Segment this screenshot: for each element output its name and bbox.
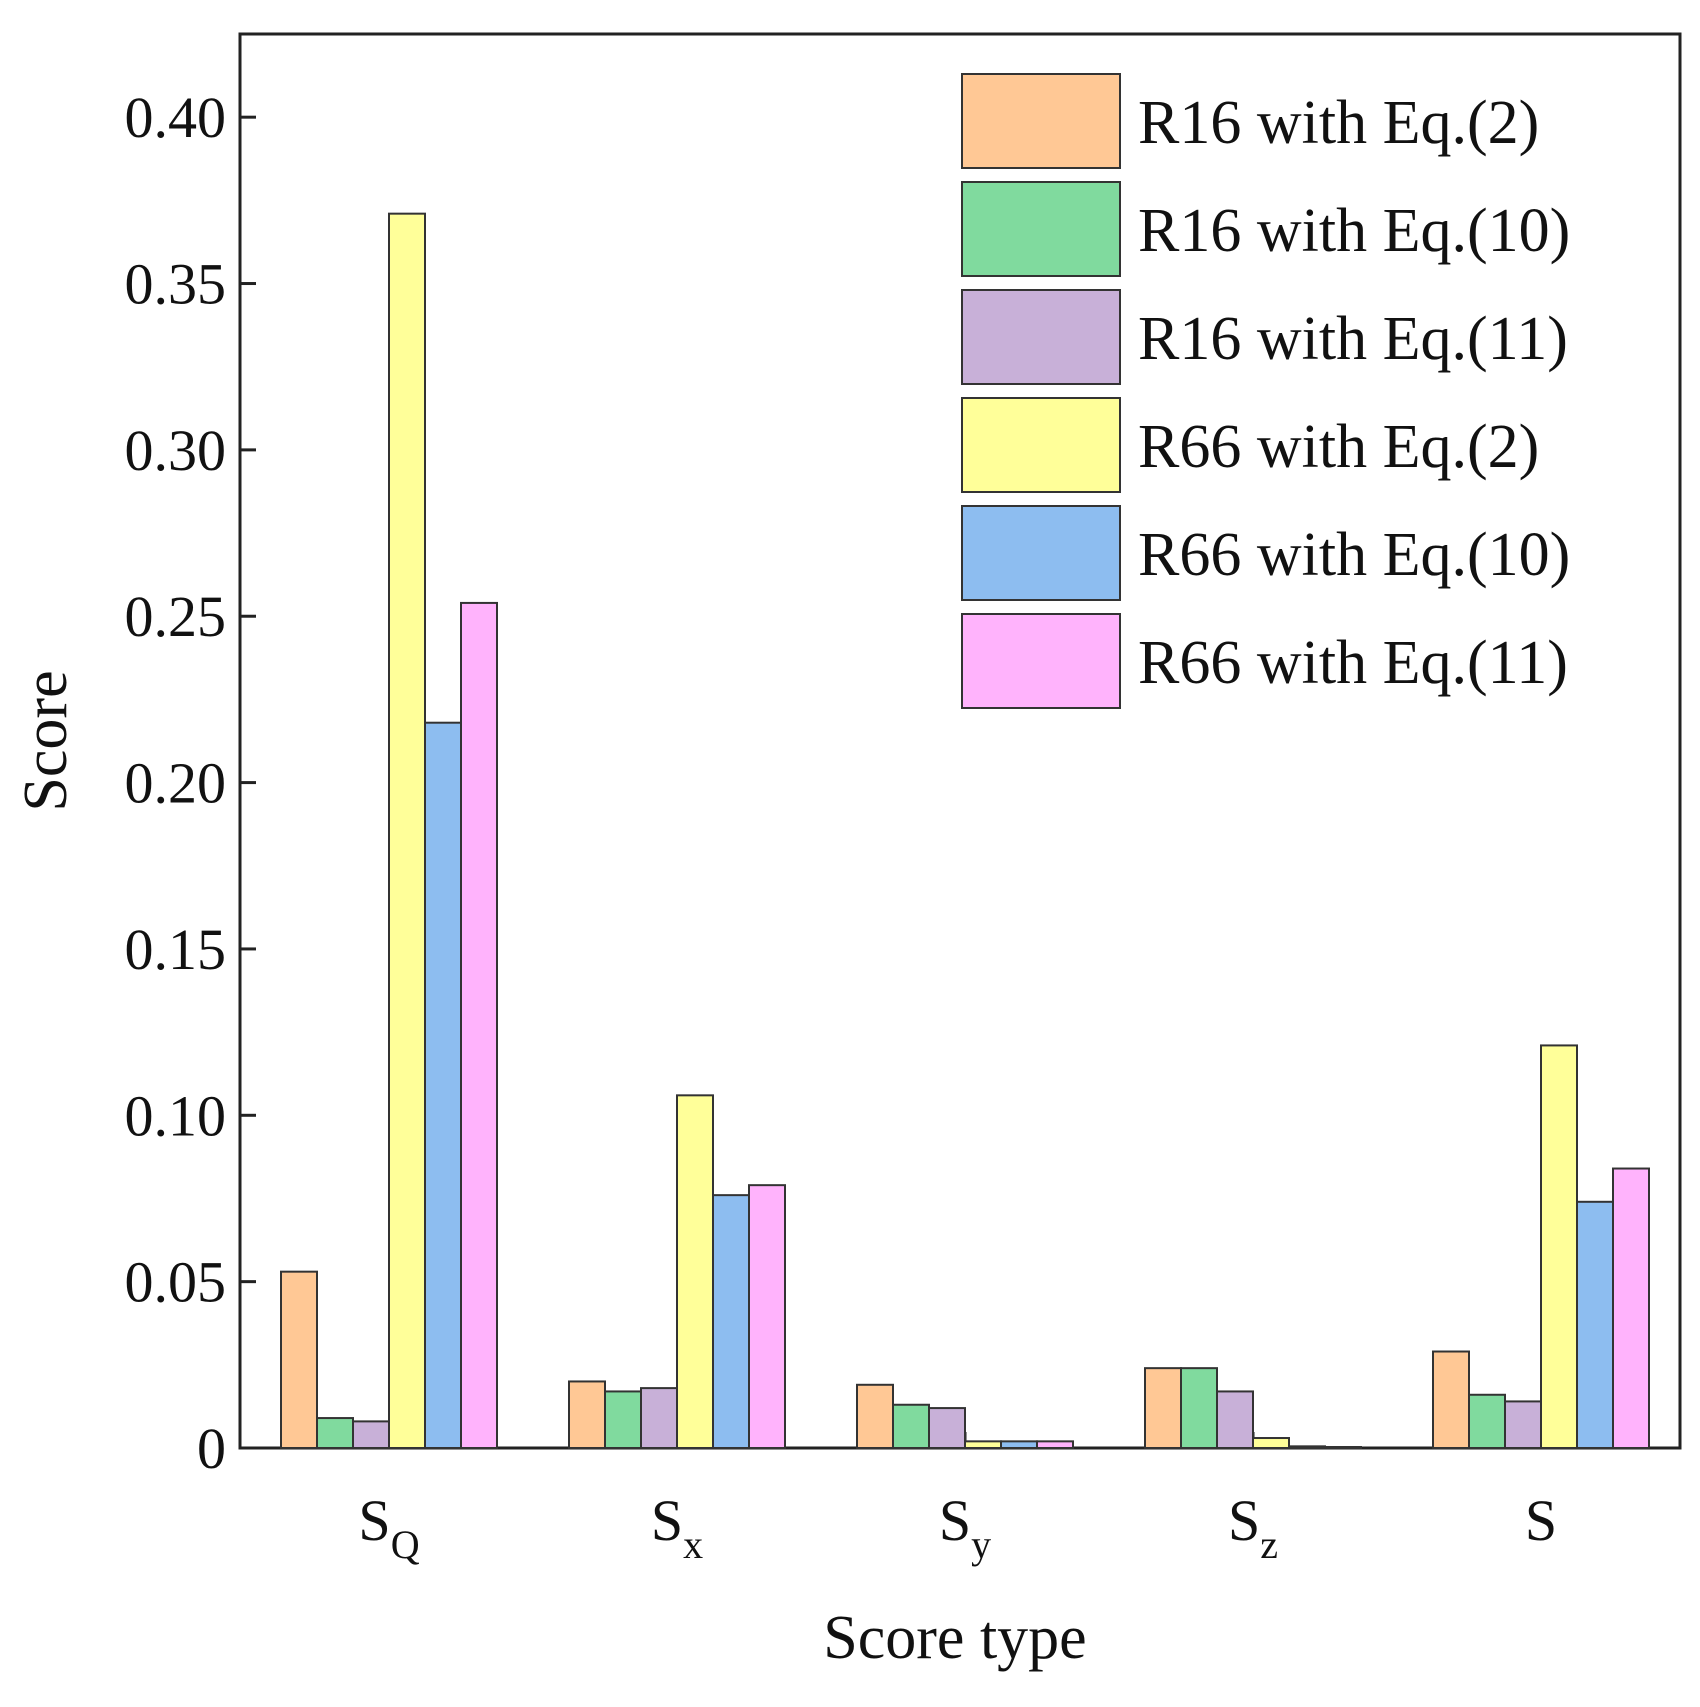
x-tick-label: Sx: [651, 1488, 703, 1567]
bar: [1000, 1440, 1038, 1449]
bar: [388, 212, 426, 1450]
x-tick-label-sub: y: [971, 1522, 991, 1567]
bar: [316, 1417, 354, 1450]
x-axis-title: Score type: [823, 1604, 1086, 1672]
y-tick-label: 0.30: [125, 418, 227, 483]
x-tick-label-main: S: [1228, 1488, 1260, 1553]
x-tick-label: Sy: [939, 1488, 991, 1567]
y-tick-label: 0.05: [125, 1250, 227, 1315]
bar: [928, 1407, 966, 1450]
bar: [1540, 1044, 1578, 1450]
legend-swatch: [961, 73, 1121, 169]
x-tick-label-main: S: [358, 1488, 390, 1553]
bar: [892, 1403, 930, 1450]
legend-label: R16 with Eq.(11): [1138, 305, 1568, 373]
x-tick-label-sub: z: [1260, 1522, 1278, 1567]
x-tick-label: Sz: [1228, 1488, 1278, 1567]
legend-label: R16 with Eq.(10): [1138, 197, 1570, 265]
bar: [352, 1420, 390, 1450]
bar: [1252, 1437, 1290, 1449]
bar: [1432, 1350, 1470, 1449]
bar: [568, 1380, 606, 1450]
legend-label: R66 with Eq.(11): [1138, 629, 1568, 697]
bar: [640, 1387, 678, 1449]
bar: [1288, 1445, 1326, 1449]
x-tick-label-main: S: [939, 1488, 971, 1553]
x-axis: SQ Sx Sy Sz S: [358, 1432, 1557, 1567]
y-axis: 0 0.05 0.10 0.15 0.20 0.25 0.30 0.35 0.40: [125, 85, 256, 1481]
bar: [604, 1390, 642, 1449]
legend-label: R66 with Eq.(10): [1138, 521, 1570, 589]
bar: [1504, 1400, 1542, 1449]
x-tick-label-main: S: [1525, 1488, 1557, 1553]
bar: [280, 1270, 318, 1450]
bars: [280, 212, 1650, 1450]
y-tick-label: 0.25: [125, 584, 227, 649]
y-tick-label: 0.15: [125, 917, 227, 982]
bar: [712, 1194, 750, 1450]
bar: [1144, 1367, 1182, 1450]
y-tick-label: 0.10: [125, 1083, 227, 1148]
bar: [856, 1383, 894, 1450]
bar: [676, 1094, 714, 1450]
legend-swatch: [961, 289, 1121, 385]
bar: [1216, 1390, 1254, 1449]
legend-label: R16 with Eq.(2): [1138, 89, 1539, 157]
bar: [424, 721, 462, 1449]
x-tick-label-sub: Q: [391, 1522, 420, 1567]
x-tick-label: SQ: [358, 1488, 419, 1567]
bar: [748, 1184, 786, 1449]
bar: [1576, 1200, 1614, 1449]
legend-swatch: [961, 613, 1121, 709]
x-tick-label-sub: x: [683, 1522, 703, 1567]
bar: [1612, 1167, 1650, 1450]
bar: [1324, 1446, 1362, 1449]
y-axis-title: Score: [12, 670, 80, 811]
bar: [964, 1440, 1002, 1449]
y-tick-label: 0.20: [125, 751, 227, 816]
legend-label: R66 with Eq.(2): [1138, 413, 1539, 481]
bar: [1036, 1440, 1074, 1449]
legend-swatch: [961, 181, 1121, 277]
x-tick-label: S: [1525, 1488, 1557, 1553]
y-tick-label: 0: [197, 1416, 226, 1481]
legend: R16 with Eq.(2) R16 with Eq.(10) R16 with …: [961, 73, 1570, 709]
x-tick-label-main: S: [651, 1488, 683, 1553]
y-tick-label: 0.35: [125, 252, 227, 317]
legend-swatch: [961, 505, 1121, 601]
bar: [1180, 1367, 1218, 1450]
legend-swatch: [961, 397, 1121, 493]
bar: [1468, 1393, 1506, 1450]
y-tick-label: 0.40: [125, 85, 227, 150]
bar: [460, 601, 498, 1449]
